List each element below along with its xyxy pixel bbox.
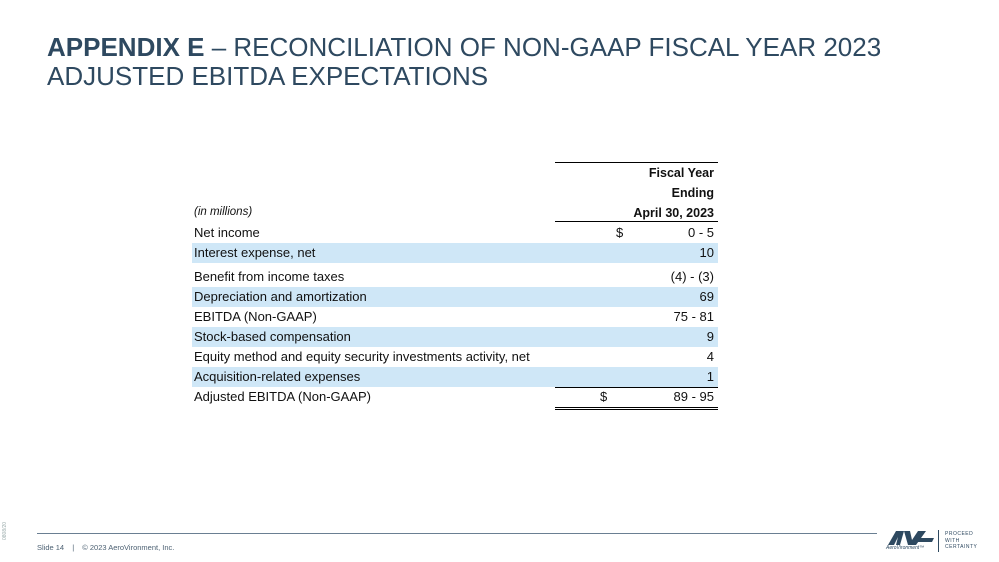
table-row: EBITDA (Non-GAAP) 75 - 81: [192, 307, 718, 327]
row-label: Equity method and equity security invest…: [194, 349, 530, 364]
av-logo-icon: [886, 530, 936, 552]
total-top-rule: [555, 387, 718, 388]
row-label: Stock-based compensation: [194, 329, 351, 344]
units-label: (in millions): [194, 206, 253, 218]
row-label: Depreciation and amortization: [194, 289, 367, 304]
row-value: (4) - (3): [670, 269, 714, 284]
footer-rule: [37, 533, 877, 534]
row-dollar: $: [600, 389, 608, 404]
row-value: 9: [706, 329, 714, 344]
page-title: APPENDIX E – RECONCILIATION OF NON-GAAP …: [47, 33, 967, 91]
tagline: PROCEED WITH CERTAINTY: [945, 531, 977, 551]
document-code: 0808/20: [2, 521, 8, 540]
total-double-rule-2: [555, 409, 718, 410]
row-dollar: $: [616, 225, 624, 240]
table-row-total: Adjusted EBITDA (Non-GAAP) $ 89 - 95: [192, 387, 718, 407]
logo-divider: [938, 530, 939, 552]
row-value: 10: [699, 245, 714, 260]
header-line-3: April 30, 2023: [633, 206, 714, 220]
row-value: 1: [706, 369, 714, 384]
table-row: Acquisition-related expenses 1: [192, 367, 718, 387]
table-row: Net income $ 0 - 5: [192, 223, 718, 243]
row-label: Adjusted EBITDA (Non-GAAP): [194, 389, 372, 404]
row-label: Net income: [194, 225, 260, 240]
header-bottom-rule: [555, 221, 718, 222]
row-label: Interest expense, net: [194, 245, 316, 260]
table-row: Stock-based compensation 9: [192, 327, 718, 347]
header-line-1: Fiscal Year: [648, 166, 714, 180]
tagline-3: CERTAINTY: [945, 544, 978, 550]
header-top-rule: [555, 162, 718, 163]
tagline-2: WITH: [945, 537, 960, 544]
row-value: 69: [699, 289, 714, 304]
tagline-1: PROCEED: [945, 531, 974, 537]
row-value: 75 - 81: [673, 309, 714, 324]
row-value: 89 - 95: [673, 389, 714, 404]
header-line-2: Ending: [671, 186, 714, 200]
slide-number: Slide 14: [37, 543, 65, 552]
title-bold: APPENDIX E: [47, 32, 205, 62]
row-label: EBITDA (Non-GAAP): [194, 309, 317, 324]
row-value: 0 - 5: [687, 225, 714, 240]
table-row: Depreciation and amortization 69: [192, 287, 718, 307]
table-row: Benefit from income taxes (4) - (3): [192, 267, 718, 287]
footer-separator: |: [72, 543, 75, 552]
footer-text: Slide 14 | © 2023 AeroVironment, Inc.: [37, 543, 174, 552]
copyright: © 2023 AeroVironment, Inc.: [82, 543, 175, 552]
table-row: Equity method and equity security invest…: [192, 347, 718, 367]
row-label: Acquisition-related expenses: [194, 369, 361, 384]
row-value: 4: [706, 349, 714, 364]
table-row: Interest expense, net 10: [192, 243, 718, 263]
logo-subtext: AeroVironment™: [886, 545, 925, 551]
title-rest: – RECONCILIATION OF NON-GAAP FISCAL YEAR…: [47, 32, 882, 91]
row-label: Benefit from income taxes: [194, 269, 345, 284]
total-double-rule-1: [555, 407, 718, 408]
